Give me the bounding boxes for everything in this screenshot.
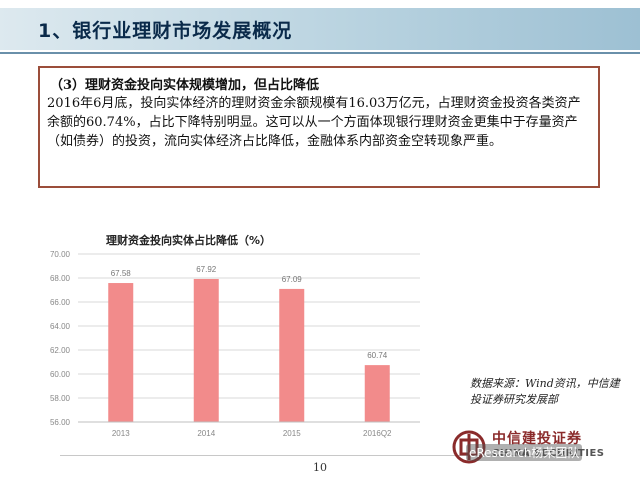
- bar: [108, 283, 134, 422]
- header-bar: [0, 8, 640, 50]
- bar-chart: 56.00 58.00 60.00 62.00 64.00 66.00 68.00 70.00…: [50, 250, 420, 438]
- company-logo: 中信建投证券 CHINA SECURITIES: [452, 426, 640, 476]
- y-tick-label: 64.00: [50, 322, 71, 331]
- slide-title: 1、银行业理财市场发展概况: [38, 20, 293, 42]
- data-label: 67.09: [282, 275, 303, 284]
- y-tick-label: 58.00: [50, 394, 71, 403]
- summary-textbox: （3）理财资金投向实体规模增加，但占比降低 2016年6月底，投向实体经济的理财…: [38, 66, 600, 188]
- slide-header: 1、银行业理财市场发展概况: [0, 0, 640, 58]
- page-number: 10: [313, 461, 327, 474]
- bar: [193, 278, 219, 422]
- bar: [364, 365, 390, 422]
- summary-heading: （3）理财资金投向实体规模增加，但占比降低: [50, 78, 320, 93]
- y-tick-label: 62.00: [50, 346, 71, 355]
- footer-divider: [60, 455, 580, 456]
- data-label: 67.58: [111, 269, 132, 278]
- y-tick-label: 56.00: [50, 418, 71, 427]
- summary-body: 2016年6月底，投向实体经济的理财资金余额规模有16.03万亿元，占理财资金投…: [47, 96, 581, 149]
- logo-en-text: CHINA SECURITIES: [492, 448, 605, 459]
- x-tick-label: 2015: [283, 429, 301, 438]
- data-source-note: 数据来源：Wind资讯，中信建投证券研究发展部: [470, 377, 620, 406]
- y-tick-label: 66.00: [50, 298, 71, 307]
- header-divider: [0, 52, 640, 54]
- chart-title: 理财资金投向实体占比降低（%）: [106, 234, 272, 247]
- logo-cn-text: 中信建投证券: [492, 431, 582, 447]
- bar: [279, 288, 305, 422]
- watermark: eResearch杨荣团队: [466, 444, 583, 461]
- y-tick-label: 70.00: [50, 250, 71, 259]
- logo-mark-icon: [452, 430, 486, 464]
- x-tick-label: 2013: [112, 429, 130, 438]
- x-tick-label: 2016Q2: [363, 429, 392, 438]
- x-tick-label: 2014: [197, 429, 215, 438]
- data-label: 60.74: [367, 351, 388, 360]
- y-tick-label: 68.00: [50, 274, 71, 283]
- data-label: 67.92: [196, 265, 217, 274]
- y-tick-label: 60.00: [50, 370, 71, 379]
